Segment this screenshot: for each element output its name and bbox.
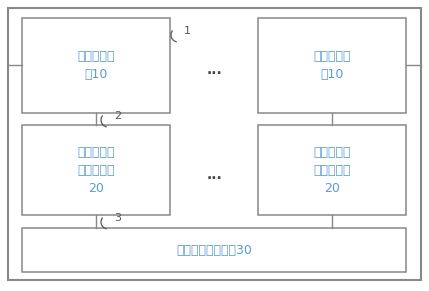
Text: 2: 2: [114, 111, 121, 121]
Bar: [258, 18, 406, 113]
Bar: [258, 125, 406, 215]
Text: ...: ...: [206, 63, 222, 77]
Text: 电压选择开
关阵列单元
20: 电压选择开 关阵列单元 20: [77, 146, 115, 194]
Bar: [22, 18, 170, 113]
Text: 电压选择开
关阵列单元
20: 电压选择开 关阵列单元 20: [313, 146, 351, 194]
Bar: [22, 125, 170, 215]
Text: 数字逻辑电路单元30: 数字逻辑电路单元30: [176, 244, 252, 256]
Text: 电阻阵列单
元10: 电阻阵列单 元10: [313, 50, 351, 81]
Text: ...: ...: [206, 168, 222, 182]
Text: 电阻阵列单
元10: 电阻阵列单 元10: [77, 50, 115, 81]
Text: 1: 1: [184, 26, 191, 36]
Text: 3: 3: [114, 213, 121, 223]
Bar: [22, 228, 406, 272]
